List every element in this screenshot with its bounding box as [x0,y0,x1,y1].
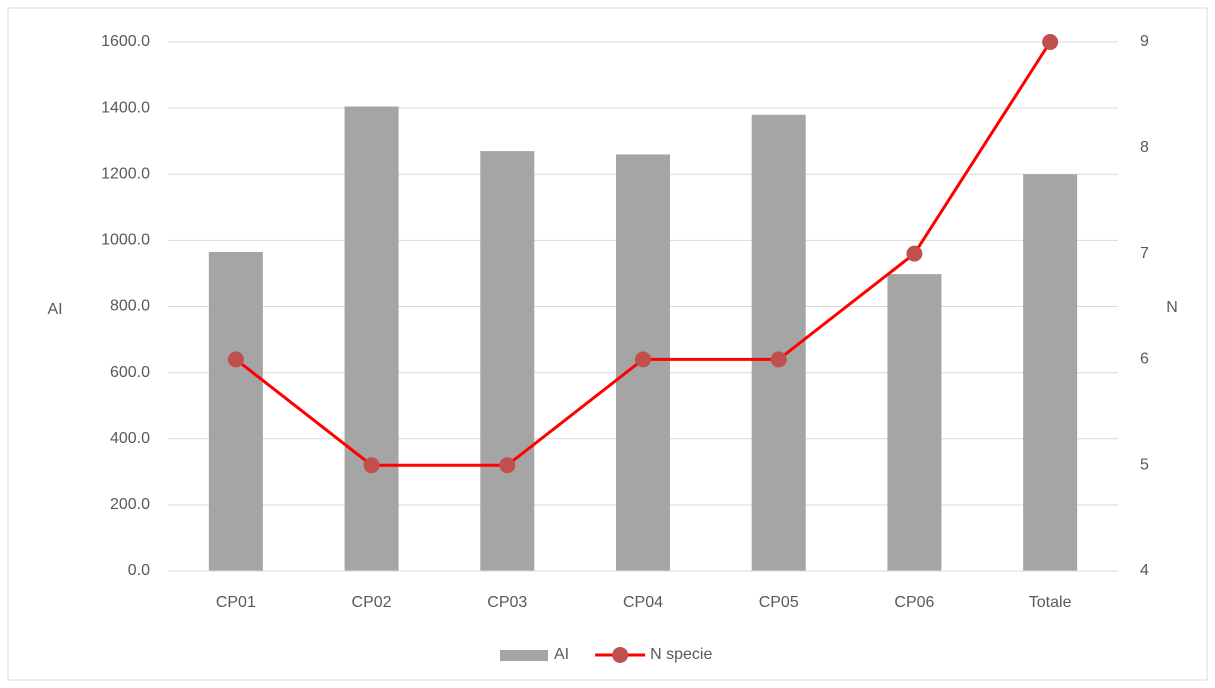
y2-tick-label: 6 [1140,351,1149,368]
legend-swatch [500,650,548,661]
bar [480,151,535,571]
chart-border [7,7,1208,681]
x-tick-label: CP01 [216,594,256,611]
x-tick-label: CP03 [487,594,527,611]
y-axis-title: AI [47,301,62,318]
y-tick-label: 800.0 [110,298,150,315]
marker [635,351,651,368]
y2-axis-title: N [1166,299,1178,316]
x-tick-label: CP05 [759,594,799,611]
marker [770,351,787,368]
marker [499,457,516,474]
y-tick-label: 1000.0 [101,232,150,249]
bar [751,114,806,572]
y-tick-label: 1400.0 [101,99,150,116]
y2-tick-label: 5 [1140,456,1149,473]
y-tick-label: 1600.0 [101,33,150,50]
marker [363,457,380,474]
bar [887,274,942,571]
bar [344,106,399,572]
legend-marker [612,647,629,663]
x-tick-label: CP04 [623,594,663,611]
x-tick-label: CP02 [352,594,392,611]
legend-label: N specie [650,646,712,663]
y2-tick-label: 8 [1140,139,1149,156]
x-tick-label: Totale [1029,594,1072,611]
y2-tick-label: 7 [1140,245,1149,262]
marker [906,245,923,262]
y2-tick-label: 4 [1140,562,1149,579]
y-tick-label: 1200.0 [101,165,150,182]
y-tick-label: 400.0 [110,430,150,447]
marker [227,351,244,368]
legend-label: AI [554,646,569,663]
marker [1042,34,1059,50]
x-tick-label: CP06 [894,594,934,611]
y-tick-label: 200.0 [110,496,150,513]
y-tick-label: 600.0 [110,364,150,381]
bar [208,251,263,571]
y2-tick-label: 9 [1140,33,1149,50]
bar [1023,174,1078,571]
y-tick-label: 0.0 [128,562,150,579]
